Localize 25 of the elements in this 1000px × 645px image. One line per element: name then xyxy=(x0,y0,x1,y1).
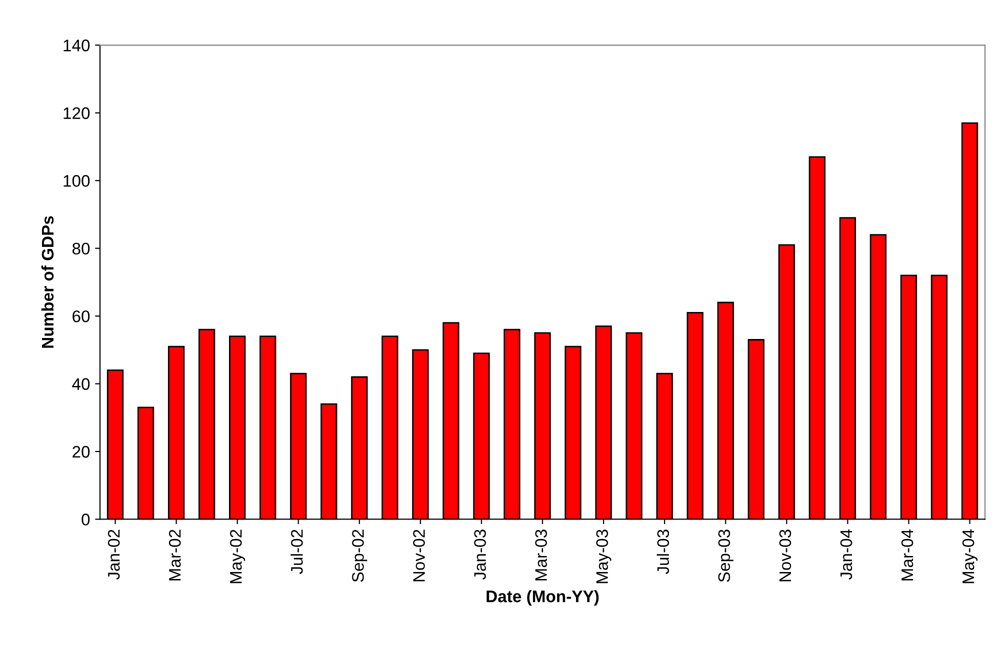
x-tick-label: Sep-02 xyxy=(352,530,368,582)
y-tick-label: 0 xyxy=(82,514,90,526)
x-tick-label: Nov-03 xyxy=(779,530,792,582)
y-tick-label: 80 xyxy=(72,242,90,255)
x-tick-label: Jan-03 xyxy=(474,530,486,580)
x-tick-label: Mar-02 xyxy=(168,530,181,580)
x-tick-label: Mar-03 xyxy=(535,530,547,580)
x-tick-label: May-02 xyxy=(230,530,246,584)
x-tick-label: Jul-03 xyxy=(656,530,670,574)
y-tick-label: 60 xyxy=(72,310,90,322)
x-tick-label: Nov-02 xyxy=(413,530,425,582)
y-tick-label: 100 xyxy=(64,175,90,187)
y-tick-label: 120 xyxy=(64,107,90,120)
x-tick-label: Jan-02 xyxy=(108,530,120,580)
x-tick-label: Sep-03 xyxy=(718,530,734,582)
x-axis-title: Date (Mon-YY) xyxy=(486,590,599,606)
x-tick-label: Mar-04 xyxy=(901,529,914,580)
y-axis-title: Number of GDPs xyxy=(41,216,54,348)
x-tick-label: May-03 xyxy=(596,530,612,584)
x-tick-label: Jul-02 xyxy=(290,530,303,574)
x-tick-label: Jan-04 xyxy=(840,529,852,580)
y-tick-label: 40 xyxy=(72,378,90,390)
y-tick-label: 140 xyxy=(64,40,90,52)
y-tick-label: 20 xyxy=(72,446,90,458)
x-tick-label: May-04 xyxy=(962,529,978,584)
